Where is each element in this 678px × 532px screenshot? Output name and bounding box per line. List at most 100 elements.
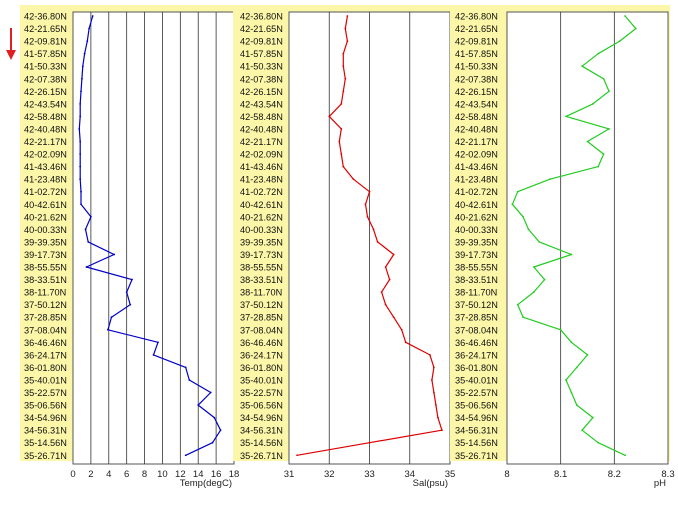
y-tick-label: 38-33.51N	[24, 275, 67, 285]
y-tick-label: 42-21.65N	[240, 24, 283, 34]
data-point	[581, 65, 584, 68]
data-point	[340, 128, 343, 130]
data-point	[618, 40, 621, 42]
x-tick-label: 8.2	[608, 469, 621, 480]
y-tick-label: 42-26.15N	[24, 87, 67, 97]
x-tick-label: 4	[106, 469, 111, 480]
data-point	[392, 253, 395, 256]
y-tick-label: 38-11.70N	[455, 288, 497, 298]
data-point	[404, 341, 407, 344]
data-point	[565, 115, 567, 118]
data-point	[346, 40, 349, 42]
data-point	[433, 391, 435, 394]
y-tick-label: 41-50.33N	[240, 62, 283, 72]
y-tick-label: 41-43.46N	[24, 162, 67, 172]
y-tick-label: 34-54.96N	[24, 413, 67, 423]
x-tick-label: 16	[211, 469, 222, 480]
y-tick-label: 36-46.46N	[240, 338, 283, 348]
data-point	[380, 291, 383, 293]
y-tick-label: 42-02.09N	[24, 150, 67, 160]
y-tick-label: 35-40.01N	[240, 375, 283, 385]
data-point	[157, 341, 159, 344]
data-point	[384, 303, 387, 306]
y-tick-label: 41-57.85N	[455, 49, 498, 59]
data-point	[81, 65, 84, 68]
data-point	[372, 228, 375, 231]
y-tick-label: 37-50.12N	[24, 300, 67, 310]
y-tick-label: 37-50.12N	[240, 300, 283, 310]
x-tick-label: 8	[504, 469, 509, 480]
data-point	[213, 416, 216, 419]
y-tick-label: 35-40.01N	[24, 375, 67, 385]
x-tick-label: 6	[124, 469, 129, 480]
y-tick-label: 39-17.73N	[240, 250, 283, 260]
data-point	[328, 115, 331, 118]
data-point	[296, 454, 298, 457]
data-point	[428, 353, 431, 356]
y-tick-label: 42-36.80N	[455, 12, 498, 22]
data-point	[602, 153, 605, 155]
x-tick-label: 34	[404, 469, 415, 480]
y-tick-label: 36-24.17N	[240, 350, 283, 360]
y-tick-label: 38-55.55N	[240, 263, 283, 273]
y-tick-label: 42-43.54N	[24, 99, 67, 109]
x-tick-label: 32	[324, 469, 335, 480]
data-point	[570, 341, 573, 344]
y-tick-label: 36-46.46N	[24, 338, 67, 348]
data-point	[368, 441, 371, 444]
y-tick-label: 42-07.38N	[240, 74, 283, 84]
data-point	[538, 241, 541, 243]
y-tick-label: 42-43.54N	[455, 99, 498, 109]
data-point	[342, 90, 345, 93]
data-point	[376, 241, 379, 243]
y-tick-label: 42-09.81N	[455, 37, 498, 47]
y-tick-label: 39-17.73N	[24, 250, 67, 260]
data-point	[83, 52, 86, 55]
data-point	[575, 366, 578, 369]
data-point	[433, 366, 435, 369]
y-tick-label: 36-01.80N	[240, 363, 283, 373]
y-tick-label: 42-58.48N	[455, 112, 498, 122]
y-tick-label: 35-22.57N	[24, 388, 67, 398]
x-axis-label: Temp(degC)	[180, 478, 232, 489]
data-point	[211, 441, 214, 444]
y-tick-label: 41-02.72N	[240, 187, 283, 197]
data-point	[549, 178, 551, 181]
data-point	[602, 77, 605, 80]
data-point	[527, 228, 530, 231]
x-tick-label: 31	[284, 469, 295, 480]
data-point	[624, 454, 626, 457]
y-tick-label: 35-22.57N	[455, 388, 498, 398]
data-point	[344, 27, 347, 30]
data-point	[342, 165, 345, 168]
data-point	[597, 441, 600, 444]
data-point	[608, 128, 610, 130]
y-tick-label: 40-00.33N	[455, 225, 498, 235]
data-point	[570, 391, 573, 394]
y-tick-label: 41-50.33N	[455, 62, 498, 72]
data-point	[340, 102, 343, 105]
y-tick-label: 42-26.15N	[455, 87, 498, 97]
y-tick-label: 40-21.62N	[240, 212, 283, 222]
y-tick-label: 40-42.61N	[240, 200, 283, 210]
x-axis-label: Sal(psu)	[413, 478, 448, 489]
data-point	[80, 90, 82, 93]
y-tick-label: 42-26.15N	[240, 87, 283, 97]
data-point	[516, 303, 519, 306]
data-point	[570, 253, 573, 256]
data-point	[437, 416, 439, 419]
data-point	[352, 178, 355, 181]
y-tick-label: 40-21.62N	[455, 212, 498, 222]
x-tick-label: 8	[142, 469, 147, 480]
data-point	[586, 140, 589, 143]
data-point	[441, 429, 443, 432]
y-tick-label: 34-54.96N	[240, 413, 283, 423]
x-tick-label: 8.3	[661, 469, 674, 480]
x-tick-label: 18	[229, 469, 240, 480]
y-tick-label: 41-57.85N	[24, 49, 67, 59]
y-tick-label: 35-06.56N	[240, 401, 283, 411]
data-point	[125, 291, 128, 293]
data-point	[597, 52, 600, 55]
y-tick-label: 39-39.35N	[455, 237, 498, 247]
